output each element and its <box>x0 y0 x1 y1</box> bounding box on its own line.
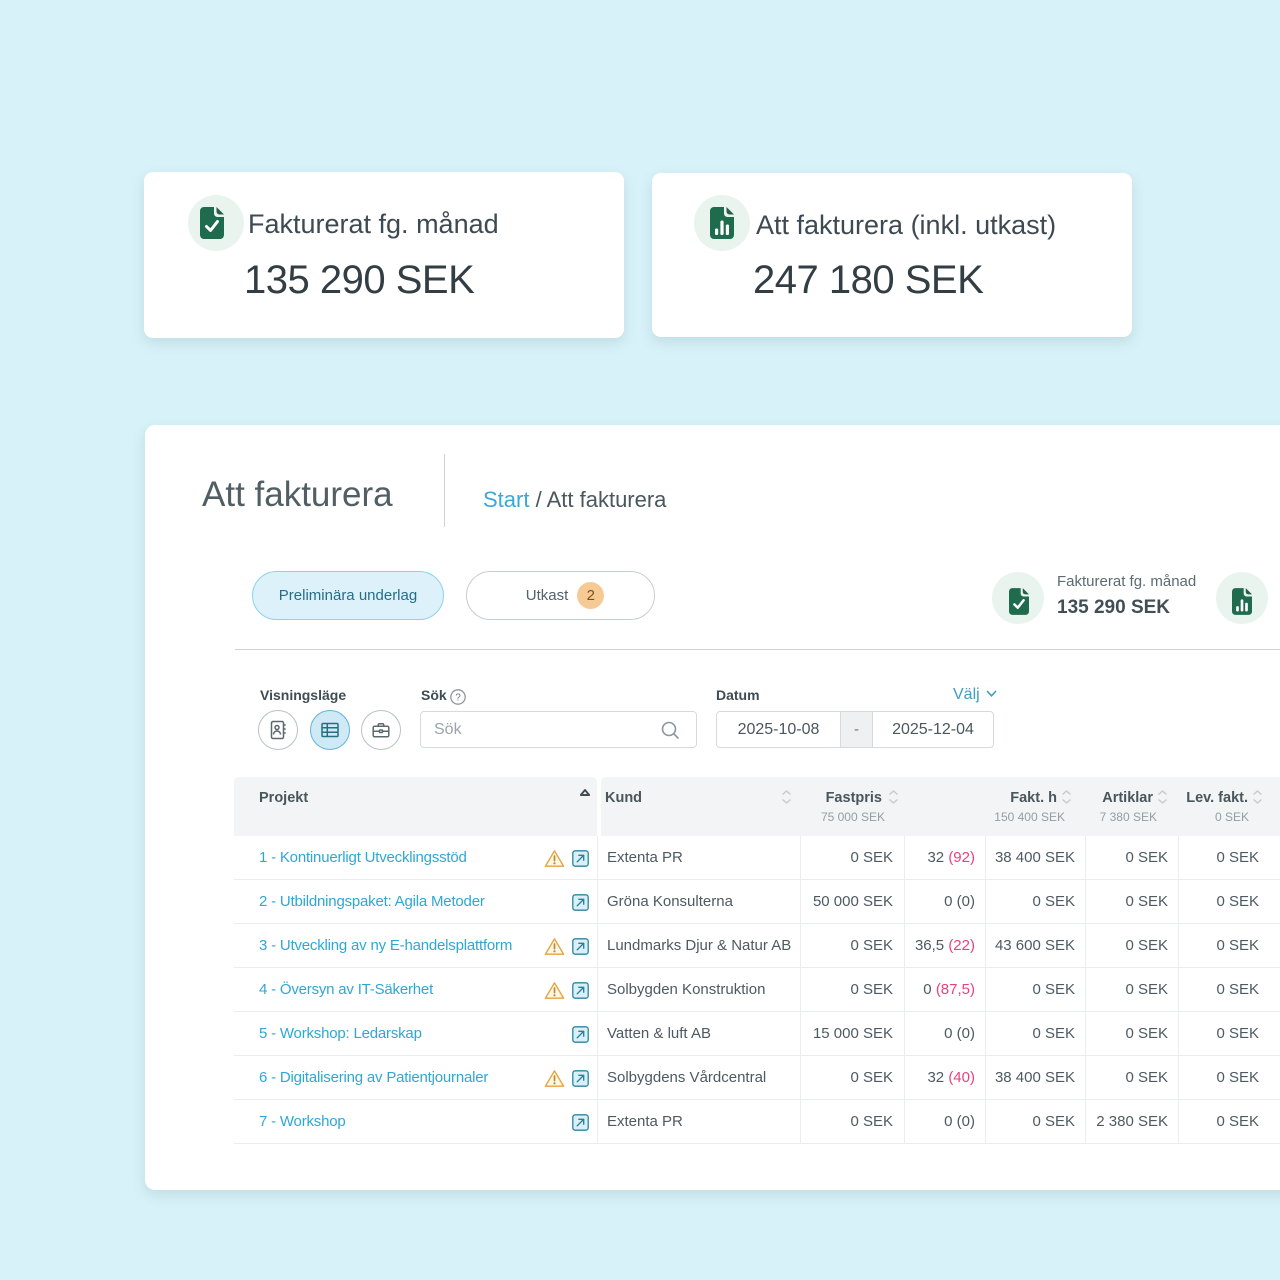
svg-text:?: ? <box>455 693 461 704</box>
